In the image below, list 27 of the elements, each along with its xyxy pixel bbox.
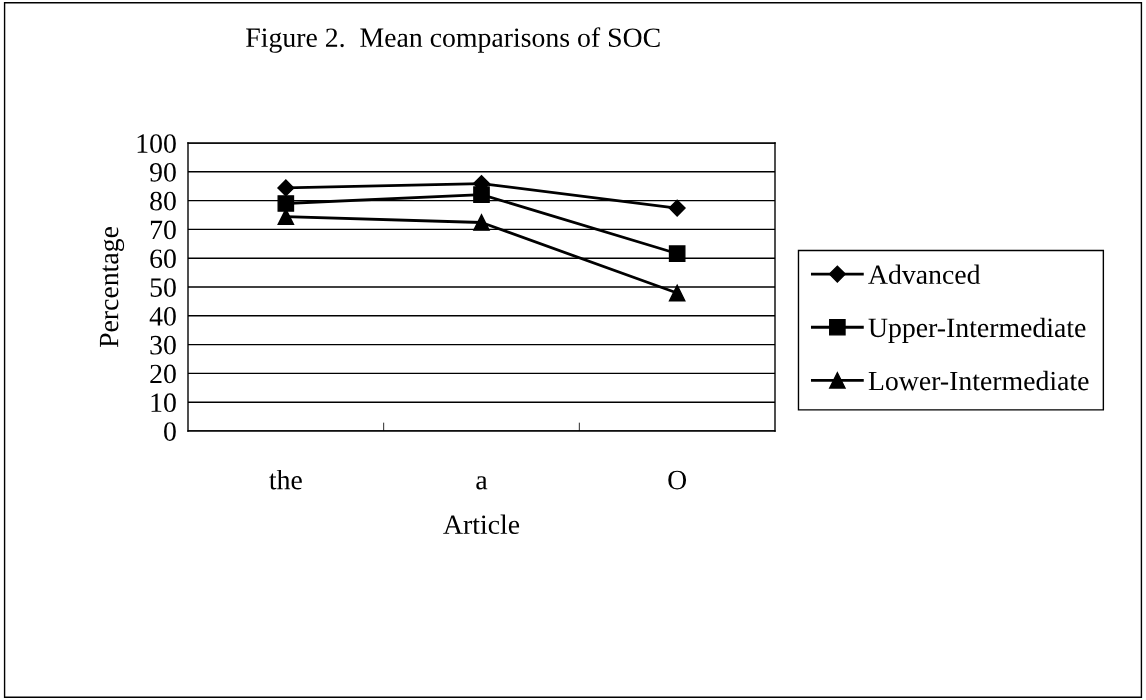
y-tick-label: 10 [151,393,176,413]
y-axis-title: Percentage [99,227,125,348]
y-tick-label: 20 [150,364,176,384]
point [668,199,686,217]
y-tick-label: 0 [164,422,176,441]
y-tick-label: 30 [150,335,176,355]
y-tick-label: 90 [150,162,176,182]
point [277,195,295,212]
chart-title: Figure 2. Mean comparisons of SOC [246,27,660,53]
y-tick-label: 40 [149,306,176,326]
point [277,179,295,197]
legend-label: Advanced [868,264,981,285]
y-tick-label: 60 [150,249,176,269]
x-axis-title: Article [443,514,520,535]
legend-label: Lower-Intermediate [868,370,1089,391]
point [668,245,686,262]
x-tick-label: the [269,469,302,490]
y-tick-label: 80 [150,191,176,211]
y-tick-label: 100 [137,134,176,153]
y-tick-label: 50 [150,278,176,297]
point [473,186,490,203]
x-tick-label: a [476,476,488,490]
y-tick-label: 70 [150,220,176,240]
x-tick-label: O [668,470,687,490]
legend-label: Upper-Intermediate [868,317,1086,343]
point [668,284,686,302]
point [473,214,490,231]
